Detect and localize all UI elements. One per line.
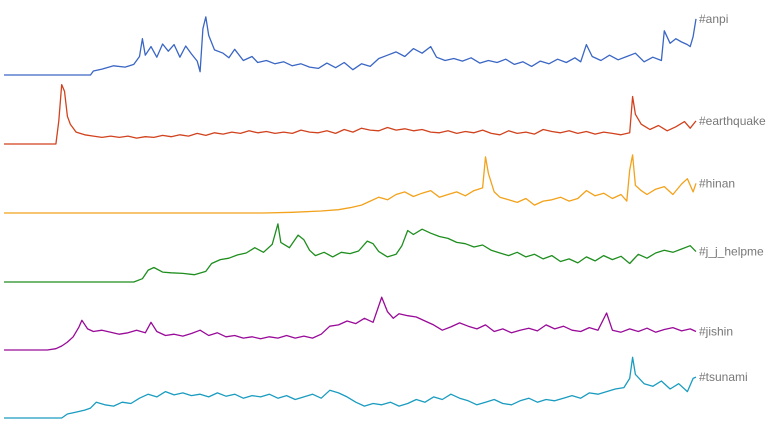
series-label-jishin: #jishin [699,325,733,339]
series-panel-anpi: #anpi [4,12,728,76]
series-panel-jishin: #jishin [4,296,733,351]
series-line-jishin [4,296,697,351]
series-line-hinan [4,154,697,214]
series-label-j_j_helpme: #j_j_helpme [699,245,764,259]
series-label-earthquake: #earthquake [699,114,766,128]
series-line-anpi [4,16,697,76]
series-panel-earthquake: #earthquake [4,83,766,145]
series-label-anpi: #anpi [699,12,728,26]
series-line-j_j_helpme [4,223,697,283]
series-panel-j_j_helpme: #j_j_helpme [4,223,764,283]
series-label-tsunami: #tsunami [699,370,748,384]
series-line-earthquake [4,83,697,145]
series-line-tsunami [4,356,697,419]
series-panel-hinan: #hinan [4,154,735,214]
series-panel-tsunami: #tsunami [4,356,748,419]
series-label-hinan: #hinan [699,176,735,190]
